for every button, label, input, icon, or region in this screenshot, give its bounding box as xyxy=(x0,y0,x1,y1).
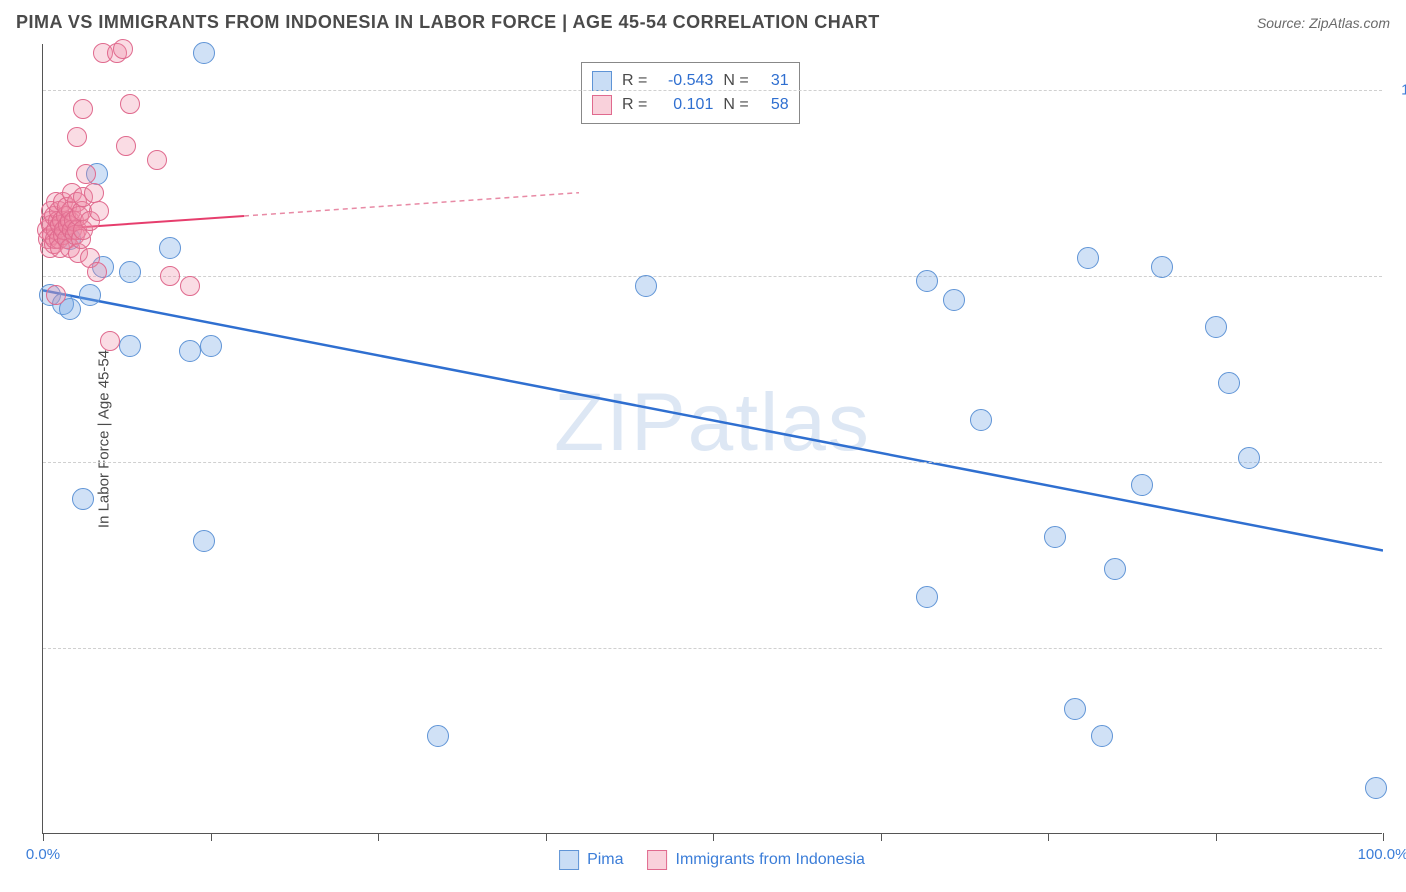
x-tick xyxy=(211,833,212,841)
x-tick-label: 0.0% xyxy=(26,846,60,863)
r-label: R = xyxy=(622,96,647,114)
data-point xyxy=(147,150,167,170)
r-value: -0.543 xyxy=(657,72,713,90)
x-tick xyxy=(713,833,714,841)
chart-header: PIMA VS IMMIGRANTS FROM INDONESIA IN LAB… xyxy=(0,0,1406,41)
y-tick-label: 40.0% xyxy=(1392,640,1406,657)
data-point xyxy=(179,340,201,362)
y-tick-label: 100.0% xyxy=(1392,82,1406,99)
chart-container: In Labor Force | Age 45-54 ZIPatlas R =-… xyxy=(42,44,1382,834)
data-point xyxy=(1104,558,1126,580)
data-point xyxy=(916,586,938,608)
gridline xyxy=(43,276,1382,277)
stats-row: R = -0.543 N = 31 xyxy=(592,69,789,93)
data-point xyxy=(73,99,93,119)
gridline xyxy=(43,648,1382,649)
data-point xyxy=(1218,372,1240,394)
data-point xyxy=(1064,698,1086,720)
legend-swatch xyxy=(648,850,668,870)
legend-item: Pima xyxy=(559,850,623,870)
y-tick-label: 80.0% xyxy=(1392,268,1406,285)
data-point xyxy=(1044,526,1066,548)
data-point xyxy=(89,201,109,221)
data-point xyxy=(120,94,140,114)
data-point xyxy=(87,262,107,282)
data-point xyxy=(193,530,215,552)
y-axis-label: In Labor Force | Age 45-54 xyxy=(96,349,113,527)
data-point xyxy=(943,289,965,311)
data-point xyxy=(67,127,87,147)
legend-swatch xyxy=(592,71,612,91)
x-tick xyxy=(1048,833,1049,841)
data-point xyxy=(970,409,992,431)
legend-item: Immigrants from Indonesia xyxy=(648,850,865,870)
x-tick xyxy=(881,833,882,841)
legend-label: Pima xyxy=(587,851,623,869)
data-point xyxy=(160,266,180,286)
data-point xyxy=(116,136,136,156)
stats-box: R = -0.543 N = 31 R = 0.101 N = 58 xyxy=(581,62,800,124)
data-point xyxy=(84,183,104,203)
data-point xyxy=(635,275,657,297)
x-tick xyxy=(1383,833,1384,841)
data-point xyxy=(1151,256,1173,278)
data-point xyxy=(119,335,141,357)
data-point xyxy=(1131,474,1153,496)
gridline xyxy=(43,462,1382,463)
n-label: N = xyxy=(723,72,748,90)
data-point xyxy=(1238,447,1260,469)
legend-swatch xyxy=(592,95,612,115)
data-point xyxy=(76,164,96,184)
x-tick xyxy=(43,833,44,841)
chart-title: PIMA VS IMMIGRANTS FROM INDONESIA IN LAB… xyxy=(16,12,880,33)
x-tick xyxy=(378,833,379,841)
data-point xyxy=(119,261,141,283)
r-label: R = xyxy=(622,72,647,90)
n-label: N = xyxy=(723,96,748,114)
data-point xyxy=(1205,316,1227,338)
trend-lines xyxy=(43,44,1383,834)
gridline xyxy=(43,90,1382,91)
legend-label: Immigrants from Indonesia xyxy=(676,851,865,869)
data-point xyxy=(46,285,66,305)
data-point xyxy=(1091,725,1113,747)
n-value: 31 xyxy=(759,72,789,90)
legend: Pima Immigrants from Indonesia xyxy=(559,850,865,870)
data-point xyxy=(200,335,222,357)
y-tick-label: 60.0% xyxy=(1392,454,1406,471)
watermark: ZIPatlas xyxy=(554,376,871,470)
data-point xyxy=(180,276,200,296)
legend-swatch xyxy=(559,850,579,870)
data-point xyxy=(79,284,101,306)
data-point xyxy=(1365,777,1387,799)
data-point xyxy=(1077,247,1099,269)
source-attribution: Source: ZipAtlas.com xyxy=(1257,15,1390,31)
x-tick xyxy=(1216,833,1217,841)
stats-row: R = 0.101 N = 58 xyxy=(592,93,789,117)
r-value: 0.101 xyxy=(657,96,713,114)
data-point xyxy=(427,725,449,747)
data-point xyxy=(159,237,181,259)
data-point xyxy=(100,331,120,351)
x-tick-label: 100.0% xyxy=(1358,846,1406,863)
data-point xyxy=(916,270,938,292)
data-point xyxy=(72,488,94,510)
plot-area: In Labor Force | Age 45-54 ZIPatlas R =-… xyxy=(42,44,1382,834)
n-value: 58 xyxy=(759,96,789,114)
data-point xyxy=(193,42,215,64)
data-point xyxy=(113,39,133,59)
x-tick xyxy=(546,833,547,841)
